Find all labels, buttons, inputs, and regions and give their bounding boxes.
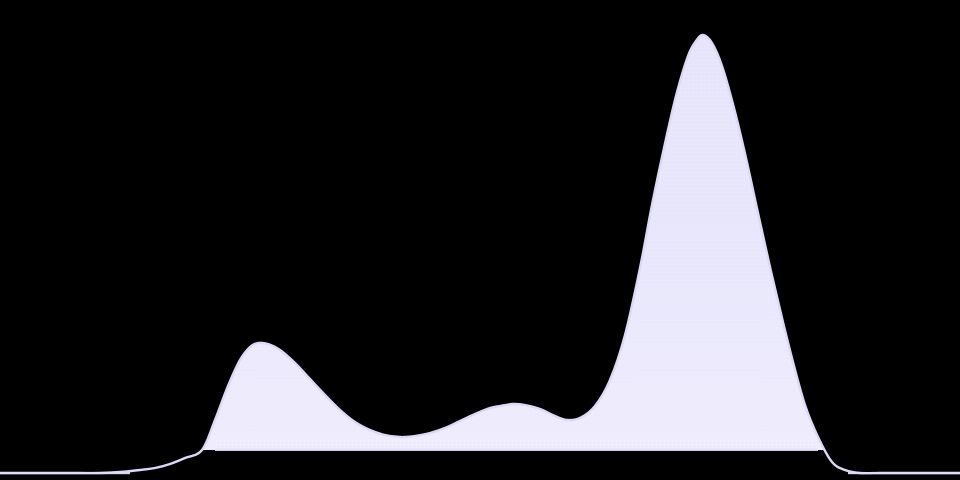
density-left-tail — [0, 472, 130, 475]
density-area-texture — [0, 34, 960, 450]
density-right-tail — [848, 472, 960, 475]
density-curve — [0, 33, 960, 475]
density-baseline-dither — [215, 444, 818, 450]
